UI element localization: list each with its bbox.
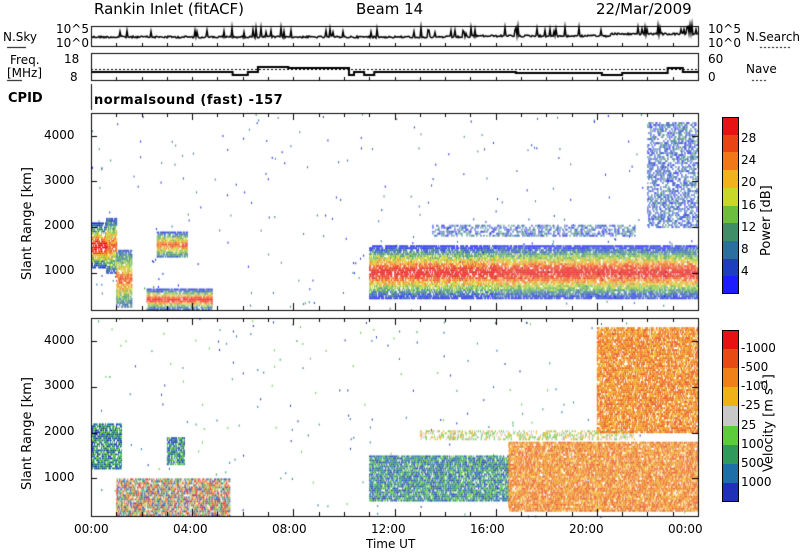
cb1-swatch <box>722 258 739 277</box>
velocity-colorbar-tick-4: -25 <box>741 398 761 413</box>
power-y-tick-3000: 3000 <box>44 173 75 187</box>
date-label: 22/Mar/2009 <box>596 0 692 18</box>
cb1-frame <box>722 117 739 294</box>
cb2-swatch <box>722 368 739 388</box>
cb2-swatch <box>722 387 739 407</box>
nsky-tick-high: 10^5 <box>56 22 89 36</box>
velocity-colorbar-tick-5: -100 <box>741 379 769 394</box>
velocity-colorbar-tick-0: 1000 <box>741 474 772 489</box>
velocity-colorbar-tick-6: -500 <box>741 360 769 375</box>
time-tick-6: 00:00 <box>668 522 703 536</box>
cb2-frame <box>722 330 739 502</box>
cb1-swatch <box>722 170 739 189</box>
velocity-y-tick-4000: 4000 <box>44 333 75 347</box>
nave-label: Nave <box>746 62 777 76</box>
power-colorbar-tick-0: 4 <box>741 263 749 278</box>
power-colorbar-tick-4: 20 <box>741 175 757 190</box>
power-y-tick-2000: 2000 <box>44 218 75 232</box>
cb1-swatch <box>722 240 739 260</box>
power-colorbar-tick-5: 24 <box>741 153 757 168</box>
cb1-swatch <box>722 205 739 224</box>
nsky-tick-low: 10^0 <box>56 36 89 50</box>
time-tick-0: 00:00 <box>74 522 109 536</box>
velocity-colorbar-tick-1: 500 <box>741 455 764 470</box>
freq-label-line2: [MHz] <box>7 66 43 80</box>
cb1-swatch <box>722 276 739 295</box>
nsky-label: N.Sky <box>3 30 38 44</box>
nsearch-tick-high: 10^5 <box>708 22 741 36</box>
velocity-colorbar-tick-3: 25 <box>741 417 757 432</box>
velocity-y-tick-2000: 2000 <box>44 424 75 438</box>
cpid-mode-text: normalsound (fast) -157 <box>94 93 284 108</box>
cb1-swatch <box>722 117 739 136</box>
beam-label: Beam 14 <box>356 0 424 18</box>
power-colorbar-tick-1: 8 <box>741 241 749 256</box>
velocity-colorbar-tick-2: 100 <box>741 436 764 451</box>
velocity-colorbar-tick-7: -1000 <box>741 341 776 356</box>
freq-label-line1: Freq. <box>10 53 40 67</box>
cb2-swatch <box>722 425 739 446</box>
velocity-y-tick-3000: 3000 <box>44 378 75 392</box>
cb1-swatch <box>722 187 739 206</box>
cb2-swatch <box>722 406 739 427</box>
power-colorbar-tick-6: 28 <box>741 131 757 146</box>
cb2-swatch <box>722 444 739 465</box>
time-tick-4: 16:00 <box>470 522 505 536</box>
time-axis-label: Time UT <box>366 537 416 551</box>
power-colorbar-label: Power [dB] <box>759 185 774 256</box>
nave-tick-low: 0 <box>708 70 716 84</box>
freq-tick-low: 8 <box>70 70 78 84</box>
velocity-y-axis-label: Slant Range [km] <box>20 377 35 490</box>
nsearch-tick-low: 10^0 <box>708 36 741 50</box>
time-tick-2: 08:00 <box>272 522 307 536</box>
nsearch-label: N.Search <box>746 30 800 44</box>
cb1-swatch <box>722 134 739 153</box>
power-y-tick-4000: 4000 <box>44 128 75 142</box>
power-y-tick-1000: 1000 <box>44 263 75 277</box>
power-colorbar-tick-3: 16 <box>741 197 757 212</box>
cb2-swatch <box>722 330 739 350</box>
cb2-swatch <box>722 463 739 484</box>
cb2-swatch <box>722 349 739 369</box>
cb1-swatch <box>722 152 739 171</box>
station-title: Rankin Inlet (fitACF) <box>94 0 245 18</box>
freq-tick-high: 18 <box>64 52 80 66</box>
cpid-label: CPID <box>8 91 43 106</box>
time-tick-3: 12:00 <box>371 522 406 536</box>
velocity-y-tick-1000: 1000 <box>44 470 75 484</box>
time-tick-1: 04:00 <box>173 522 208 536</box>
nave-tick-high: 60 <box>708 52 724 66</box>
cb1-swatch <box>722 223 739 242</box>
time-tick-5: 20:00 <box>569 522 604 536</box>
cb2-swatch <box>722 482 739 503</box>
power-y-axis-label: Slant Range [km] <box>20 167 35 280</box>
power-colorbar-tick-2: 12 <box>741 219 757 234</box>
